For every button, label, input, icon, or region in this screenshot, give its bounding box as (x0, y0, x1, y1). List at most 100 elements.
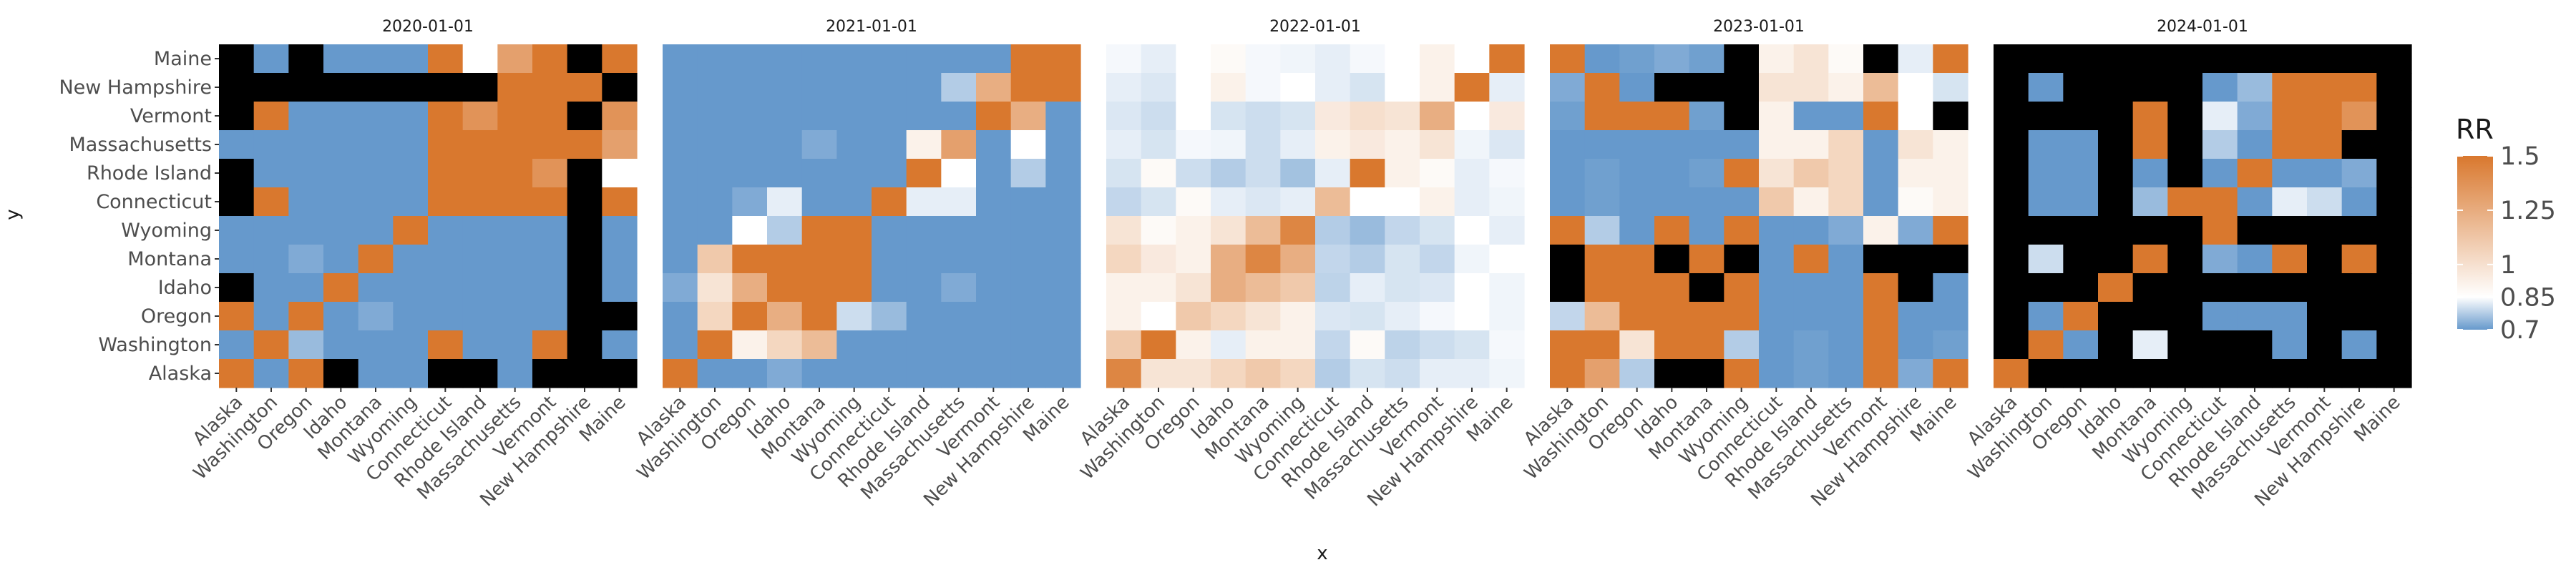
heatmap-cell (1176, 44, 1211, 74)
heatmap-cell (1863, 159, 1899, 188)
heatmap-cell (801, 102, 837, 131)
heatmap-cell (1619, 330, 1655, 360)
heatmap-cell (253, 102, 289, 131)
heatmap-cell (1933, 73, 1968, 102)
heatmap-cell (602, 73, 638, 102)
heatmap-cell (2341, 73, 2377, 102)
heatmap-cell (462, 159, 498, 188)
heatmap-cell (2237, 187, 2273, 217)
heatmap-cell (1584, 187, 1620, 217)
heatmap-cell (1724, 44, 1760, 74)
heatmap-cell (1489, 102, 1525, 131)
heatmap-cell (567, 73, 602, 102)
heatmap-cell (2132, 273, 2168, 303)
heatmap-cell (2063, 359, 2099, 388)
heatmap-cell (1584, 44, 1620, 74)
heatmap-cell (2028, 216, 2064, 245)
heatmap-cell (801, 245, 837, 274)
heatmap-cell (2167, 130, 2203, 159)
heatmap-cell (1385, 273, 1420, 303)
heatmap-cell (497, 216, 533, 245)
heatmap-cell (288, 73, 324, 102)
heatmap-cell (2028, 73, 2064, 102)
heatmap-cell (393, 187, 429, 217)
heatmap-cell (2237, 359, 2273, 388)
heatmap-cell (2098, 245, 2134, 274)
heatmap-cell (602, 245, 638, 274)
heatmap-cell (836, 273, 872, 303)
heatmap-cell (1584, 302, 1620, 331)
heatmap-cell (872, 44, 907, 74)
heatmap-cell (2063, 216, 2099, 245)
heatmap-cell (801, 159, 837, 188)
heatmap-cell (2376, 102, 2412, 131)
heatmap-cell (1010, 187, 1046, 217)
heatmap-cell (1141, 330, 1176, 360)
heatmap-cell (462, 44, 498, 74)
heatmap-cell (602, 130, 638, 159)
heatmap-cell (1420, 216, 1455, 245)
heatmap-cell (801, 273, 837, 303)
heatmap-cell (1689, 187, 1724, 217)
heatmap-cell (1619, 273, 1655, 303)
heatmap-cell (1898, 73, 1933, 102)
heatmap-cell (941, 245, 977, 274)
heatmap-cell (1350, 216, 1385, 245)
heatmap-cell (1280, 187, 1316, 217)
heatmap-cell (1584, 130, 1620, 159)
heatmap-cell (323, 302, 359, 331)
y-tick-label: Montana (127, 248, 212, 270)
heatmap-cell (1106, 245, 1142, 274)
x-axis-title: x (1317, 543, 1327, 564)
heatmap-cell (567, 159, 602, 188)
heatmap-cell (2307, 359, 2343, 388)
heatmap-cell (2272, 187, 2308, 217)
heatmap-cell (976, 359, 1012, 388)
heatmap-cell (2202, 273, 2238, 303)
heatmap-cell (663, 245, 698, 274)
heatmap-cell (2063, 130, 2099, 159)
heatmap-cell (1106, 302, 1142, 331)
panel-2: 2021-01-01AlaskaWashingtonOregonIdahoMon… (633, 18, 1081, 511)
heatmap-cell (602, 187, 638, 217)
panel-1: 2020-01-01AlaskaWashingtonOregonIdahoMon… (189, 18, 638, 511)
heatmap-cell (1619, 44, 1655, 74)
heatmap-cell (1994, 216, 2029, 245)
heatmap-cell (1420, 359, 1455, 388)
heatmap-cell (1759, 302, 1795, 331)
heatmap-cell (2307, 330, 2343, 360)
heatmap-cell (2063, 159, 2099, 188)
heatmap-cell (1619, 302, 1655, 331)
heatmap-cell (906, 159, 942, 188)
heatmap-cell (2202, 330, 2238, 360)
heatmap-cell (2376, 159, 2412, 188)
heatmap-cell (1176, 302, 1211, 331)
legend-title: RR (2456, 114, 2494, 145)
heatmap-cell (462, 187, 498, 217)
heatmap-cell (1489, 73, 1525, 102)
heatmap-cell (602, 102, 638, 131)
heatmap-cell (532, 302, 568, 331)
heatmap-cell (2028, 159, 2064, 188)
heatmap-cell (393, 44, 429, 74)
heatmap-cell (2376, 187, 2412, 217)
heatmap-cell (1689, 73, 1724, 102)
heatmap-cell (1584, 245, 1620, 274)
heatmap-cell (1689, 159, 1724, 188)
heatmap-cell (1010, 44, 1046, 74)
heatmap-cell (1315, 44, 1351, 74)
heatmap-cell (2237, 102, 2273, 131)
heatmap-cell (1994, 359, 2029, 388)
heatmap-cell (532, 102, 568, 131)
heatmap-cell (2376, 216, 2412, 245)
heatmap-cell (2307, 73, 2343, 102)
heatmap-cell (1045, 216, 1081, 245)
heatmap-cell (697, 359, 733, 388)
heatmap-cell (697, 159, 733, 188)
heatmap-cell (323, 216, 359, 245)
heatmap-cell (2237, 159, 2273, 188)
heatmap-cell (1350, 73, 1385, 102)
heatmap-cell (906, 73, 942, 102)
heatmap-cell (1759, 273, 1795, 303)
